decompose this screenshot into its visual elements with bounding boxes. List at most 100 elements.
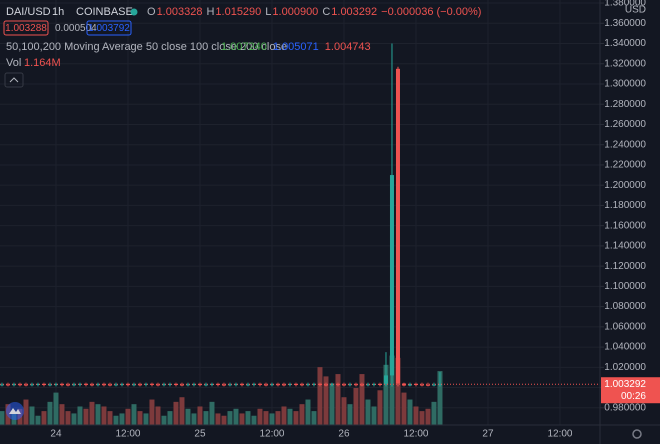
candle-body [287, 384, 292, 386]
ask-box[interactable] [86, 20, 132, 36]
ohlc-key: H [206, 6, 214, 18]
volume-bar [149, 399, 155, 425]
candle-body [353, 384, 358, 386]
candle-body [113, 384, 118, 386]
volume-bar [311, 411, 317, 425]
volume-bar [107, 411, 113, 425]
ma-value: 1.005071 [273, 41, 319, 53]
y-tick-label: 1.040000 [604, 342, 646, 353]
candle-body [305, 384, 310, 386]
candle-body [431, 384, 436, 386]
volume-bar [29, 406, 35, 425]
ohlc-value: 1.015290 [215, 6, 261, 18]
candle-body [185, 384, 190, 386]
candle-body [299, 384, 304, 386]
volume-bar [101, 406, 107, 425]
ohlc-key: C [322, 6, 330, 18]
volume-bar [305, 399, 311, 425]
volume-bar [65, 411, 71, 425]
settings-button[interactable] [632, 429, 642, 439]
candle-body [215, 384, 220, 386]
candle-body [263, 384, 268, 386]
candle-body [341, 384, 346, 386]
candle-body [419, 384, 424, 386]
x-tick-label: 24 [50, 429, 62, 440]
candle-body [29, 384, 34, 386]
exchange: COINBASE [76, 6, 133, 18]
volume-bar [335, 374, 341, 425]
y-tick-label: 1.320000 [604, 58, 646, 69]
volume-bar [317, 367, 323, 425]
volume-bar [119, 413, 125, 425]
volume-bar [173, 401, 179, 425]
volume-bar [281, 406, 287, 425]
candle-body [47, 384, 52, 386]
volume-bar [425, 408, 431, 425]
volume-bar [95, 404, 101, 425]
ohlc-value: 1.000900 [272, 6, 318, 18]
candle-body [77, 383, 82, 385]
candle-body [0, 384, 4, 386]
candle-body [11, 384, 16, 386]
candle-body [23, 384, 28, 386]
candle-body [119, 384, 124, 386]
volume-bar [167, 411, 173, 425]
candle-body [83, 383, 88, 385]
volume-bar [41, 411, 47, 425]
y-tick-label: 1.120000 [604, 261, 646, 272]
bid-box[interactable] [3, 20, 49, 36]
volume-bar [197, 406, 203, 425]
volume-bar [113, 415, 119, 425]
candle-body [95, 384, 100, 386]
x-tick-label: 27 [482, 429, 494, 440]
candle-body [395, 68, 400, 384]
candle-body [155, 384, 160, 386]
volume-bar [143, 413, 149, 425]
last-price-tag [601, 377, 660, 404]
y-tick-label: 1.360000 [604, 18, 646, 29]
y-tick-label: 1.340000 [604, 38, 646, 49]
volume-bar [209, 401, 215, 425]
spread: 0.000504 [55, 23, 97, 34]
candle-body [149, 383, 154, 385]
volume-bar [137, 411, 143, 425]
candle-body [377, 384, 382, 386]
candle-body [89, 384, 94, 386]
status-dot [130, 8, 138, 16]
candle-body [389, 175, 394, 376]
ask: 1.003792 [88, 23, 130, 34]
candle-body [53, 384, 58, 386]
candle-body [173, 384, 178, 386]
volume-bar [257, 408, 263, 425]
volume-bar [407, 399, 413, 425]
candle-body [437, 384, 442, 386]
candle-body [383, 375, 388, 385]
candle-body [59, 384, 64, 386]
volume-bar [383, 364, 389, 425]
volume-bar [401, 392, 407, 425]
volume-bar [215, 413, 221, 425]
volume-bar [323, 376, 329, 425]
y-tick-label: 1.080000 [604, 301, 646, 312]
candle-body [401, 383, 406, 386]
candle-body [239, 384, 244, 386]
candle-body [107, 384, 112, 386]
candle-body [41, 384, 46, 386]
candle-body [5, 384, 10, 386]
candle-body [413, 384, 418, 386]
candle-body [275, 384, 280, 386]
candle-body [257, 383, 262, 385]
candle-body [365, 384, 370, 386]
x-tick-label: 26 [338, 429, 350, 440]
candle-body [269, 384, 274, 386]
volume-bar [203, 411, 209, 425]
volume-bar [185, 408, 191, 425]
collapse-button[interactable] [4, 72, 24, 88]
volume-bar [125, 408, 131, 425]
volume-bar [365, 399, 371, 425]
volume-bar [191, 413, 197, 425]
y-tick-label: 1.100000 [604, 281, 646, 292]
candle-body [425, 384, 430, 386]
ohlc: O 1.003328 H 1.015290 L 1.000900 C 1.003292 −0.0… [147, 6, 481, 18]
